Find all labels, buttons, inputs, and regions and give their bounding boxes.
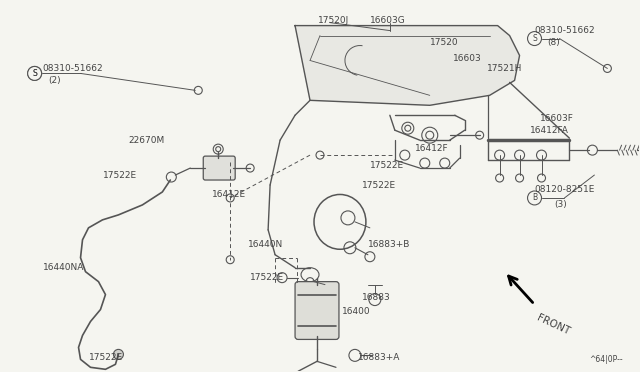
- Text: 16412FA: 16412FA: [529, 126, 568, 135]
- Text: 08310-51662: 08310-51662: [43, 64, 103, 73]
- Text: 16883+A: 16883+A: [358, 353, 400, 362]
- Text: 16603G: 16603G: [370, 16, 406, 25]
- Text: 17520: 17520: [430, 38, 458, 47]
- Text: B: B: [532, 193, 537, 202]
- Text: S: S: [532, 34, 537, 43]
- Circle shape: [28, 67, 42, 80]
- Text: 16603: 16603: [452, 54, 481, 63]
- Text: 17520J: 17520J: [318, 16, 349, 25]
- Text: 08310-51662: 08310-51662: [534, 26, 595, 35]
- Text: 16440NA: 16440NA: [43, 263, 84, 272]
- Text: 16603F: 16603F: [540, 114, 573, 123]
- Text: 16883+B: 16883+B: [368, 240, 410, 249]
- Polygon shape: [295, 26, 520, 105]
- Text: S: S: [32, 69, 37, 78]
- Text: 17521H: 17521H: [486, 64, 522, 73]
- Circle shape: [527, 32, 541, 45]
- Text: 17522E: 17522E: [102, 170, 136, 180]
- Text: 16400: 16400: [342, 307, 371, 316]
- Text: 17522E: 17522E: [88, 353, 123, 362]
- Text: 17522E: 17522E: [370, 161, 404, 170]
- Text: 08120-8251E: 08120-8251E: [534, 186, 595, 195]
- Text: S: S: [32, 69, 37, 78]
- Text: 16883: 16883: [362, 293, 390, 302]
- Circle shape: [527, 191, 541, 205]
- Circle shape: [28, 67, 42, 80]
- FancyBboxPatch shape: [204, 156, 235, 180]
- Text: 16412E: 16412E: [212, 190, 246, 199]
- Text: 16440N: 16440N: [248, 240, 284, 249]
- Text: FRONT: FRONT: [536, 313, 572, 337]
- Text: (3): (3): [554, 201, 567, 209]
- Text: (2): (2): [49, 76, 61, 85]
- Text: (8): (8): [547, 38, 560, 47]
- FancyBboxPatch shape: [295, 282, 339, 339]
- Circle shape: [113, 349, 124, 359]
- Text: 16412F: 16412F: [415, 144, 449, 153]
- Text: ^64|0P--: ^64|0P--: [589, 355, 623, 364]
- Text: 17522E: 17522E: [250, 273, 284, 282]
- Text: 22670M: 22670M: [129, 136, 164, 145]
- Text: 17522E: 17522E: [362, 180, 396, 189]
